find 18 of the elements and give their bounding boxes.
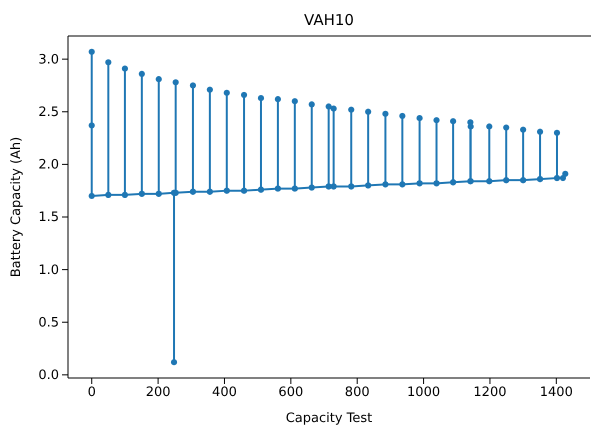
y-axis-title: Battery Capacity (Ah) (9, 136, 24, 278)
x-tick-label: 200 (146, 385, 171, 400)
chart-title: VAH10 (304, 11, 354, 29)
x-axis-title: Capacity Test (286, 411, 372, 426)
y-tick-label: 2.0 (38, 158, 59, 173)
x-tick-label: 1000 (407, 385, 440, 400)
y-tick-label: 0.0 (38, 368, 59, 384)
y-tick-label: 0.5 (38, 315, 59, 330)
x-tick-label: 0 (88, 385, 96, 400)
x-tick-label: 600 (278, 385, 304, 400)
x-tick-label: 1400 (540, 385, 573, 400)
x-tick-label: 400 (212, 385, 237, 400)
y-tick-label: 1.5 (38, 210, 59, 226)
y-tick-label: 1.0 (38, 262, 59, 278)
x-tick-label: 1200 (473, 385, 506, 400)
y-tick-label: 3.0 (38, 52, 59, 68)
x-tick-label: 800 (344, 385, 370, 400)
y-tick-label: 2.5 (38, 104, 59, 120)
